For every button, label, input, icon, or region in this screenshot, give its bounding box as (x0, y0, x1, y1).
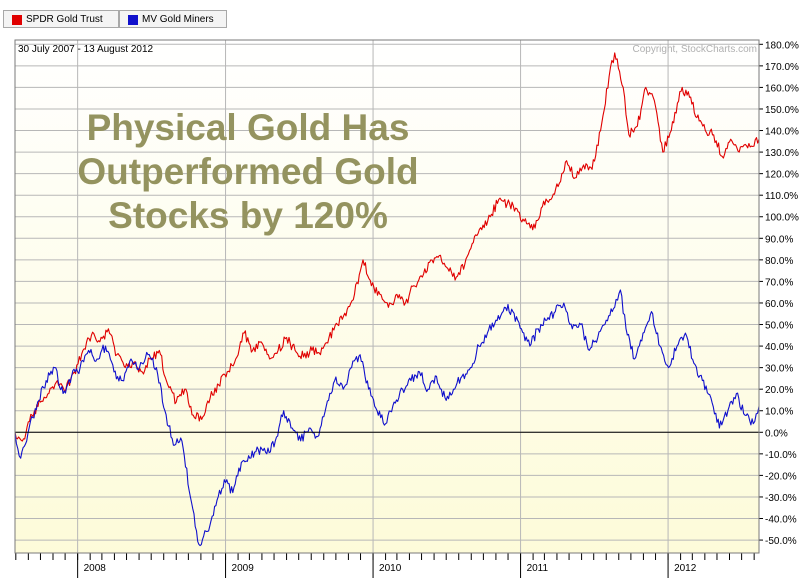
y-tick-label: 110.0% (765, 191, 798, 202)
legend-item-spdr-gold-trust[interactable]: SPDR Gold Trust (3, 10, 119, 28)
y-tick-label: 50.0% (765, 321, 793, 332)
y-tick-label: 170.0% (765, 62, 799, 73)
annotation-line: Outperformed Gold (77, 151, 418, 192)
y-tick-label: 60.0% (765, 299, 793, 310)
y-tick-label: 160.0% (765, 83, 799, 94)
y-tick-label: -20.0% (765, 471, 797, 482)
y-tick-label: 140.0% (765, 127, 799, 138)
legend-swatch-red (12, 15, 22, 25)
x-tick-label: 2011 (527, 563, 549, 574)
legend: SPDR Gold Trust MV Gold Miners (0, 0, 800, 32)
y-tick-label: 40.0% (765, 342, 793, 353)
x-tick-label: 2009 (232, 563, 255, 574)
series-line (14, 289, 760, 547)
x-tick-label: 2008 (84, 563, 107, 574)
y-tick-label: 130.0% (765, 148, 799, 159)
y-tick-label: 80.0% (765, 256, 793, 267)
copyright-label: Copyright, StockCharts.com (633, 44, 758, 55)
plot-background (15, 40, 759, 553)
legend-item-mv-gold-miners[interactable]: MV Gold Miners (119, 10, 227, 28)
y-tick-label: -50.0% (765, 536, 797, 547)
y-tick-label: 100.0% (765, 213, 799, 224)
x-axis: 2008 2009 2010 2011 2012 (15, 553, 755, 578)
y-tick-label: -40.0% (765, 515, 797, 526)
y-tick-label: 150.0% (765, 105, 799, 116)
series-line (14, 52, 760, 442)
annotation-line: Stocks by 120% (108, 195, 388, 236)
x-tick-label: 2012 (674, 563, 697, 574)
date-range-label: 30 July 2007 - 13 August 2012 (18, 44, 154, 55)
y-tick-label: 20.0% (765, 385, 793, 396)
y-axis-ticks: 180.0% 170.0% 160.0% 150.0% 140.0% 130.0% 120.… (759, 40, 799, 547)
y-tick-label: 30.0% (765, 364, 793, 375)
series-lines (14, 52, 760, 547)
x-tick-label: 2010 (379, 563, 402, 574)
y-tick-label: 10.0% (765, 407, 793, 418)
legend-label: MV Gold Miners (142, 14, 214, 25)
annotation-line: Physical Gold Has (87, 107, 410, 148)
y-tick-label: 90.0% (765, 234, 793, 245)
y-tick-label: -30.0% (765, 493, 797, 504)
plot-border (14, 39, 760, 554)
y-tick-label: 120.0% (765, 170, 799, 181)
legend-label: SPDR Gold Trust (26, 14, 103, 25)
legend-swatch-blue (128, 15, 138, 25)
y-tick-label: -10.0% (765, 450, 797, 461)
y-tick-label: 0.0% (765, 428, 788, 439)
grid-lines (15, 40, 759, 553)
y-tick-label: 70.0% (765, 277, 793, 288)
y-tick-label: 180.0% (765, 40, 799, 51)
